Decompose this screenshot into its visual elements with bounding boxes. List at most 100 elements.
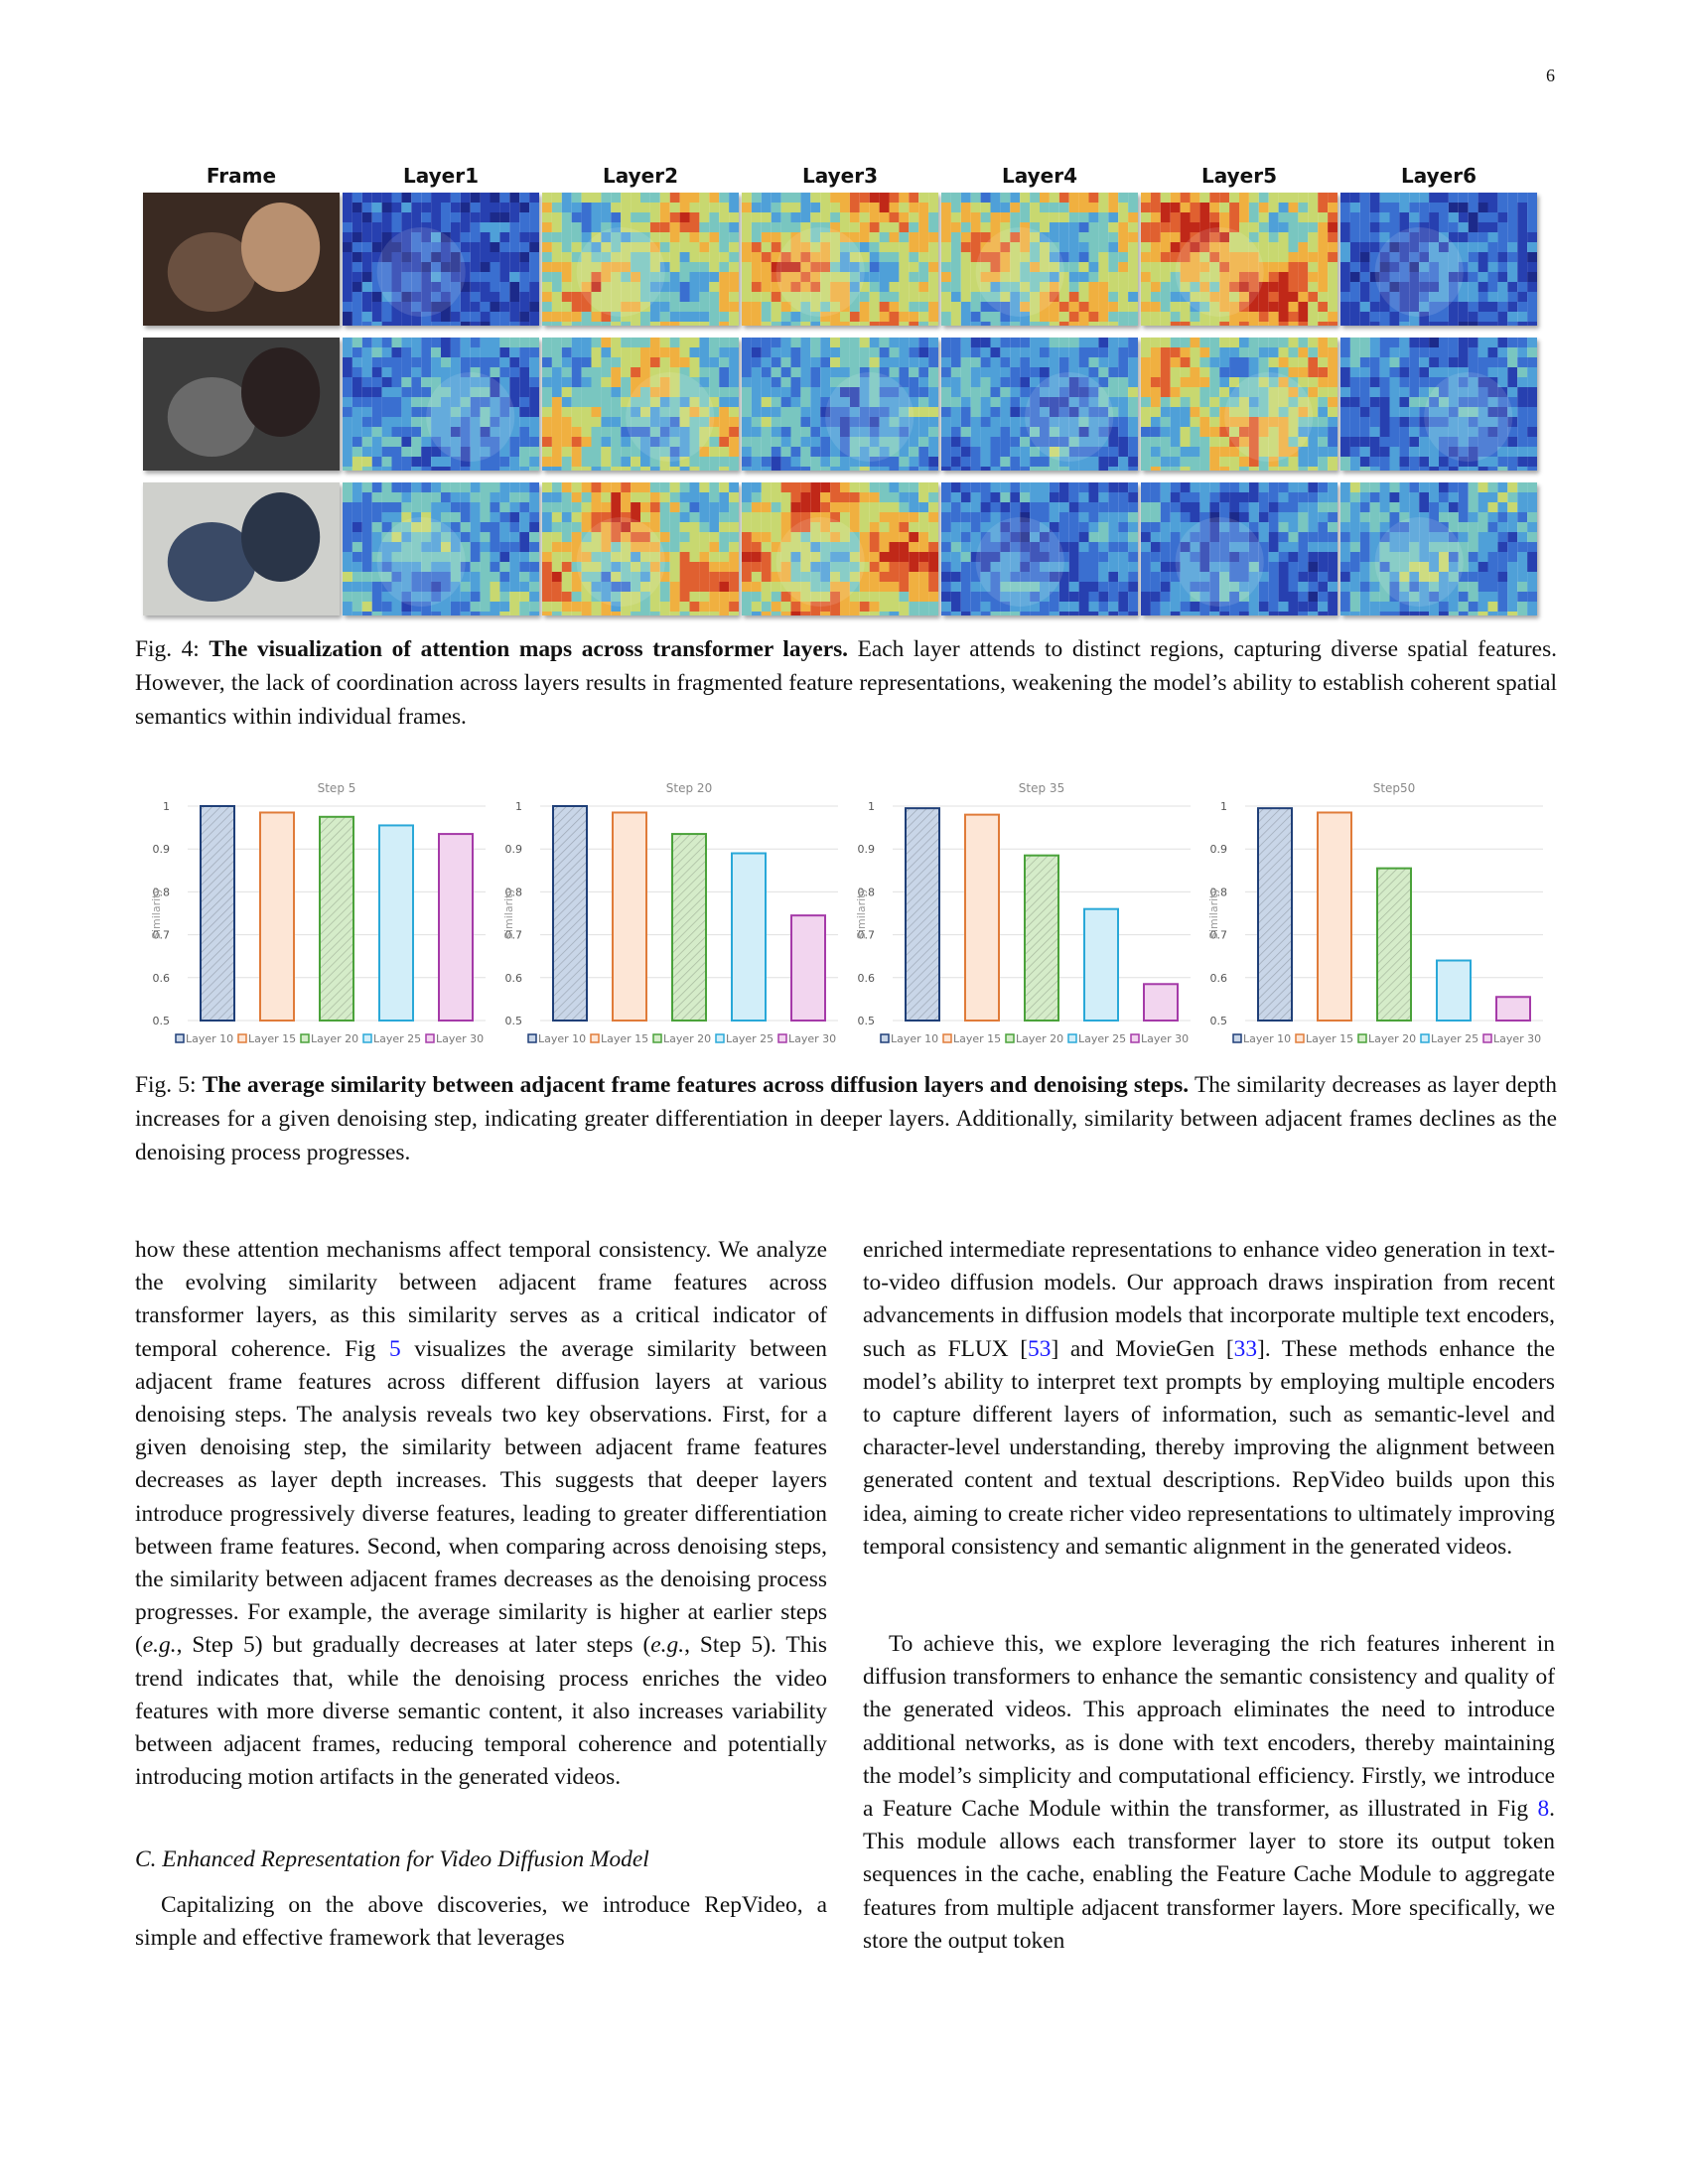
- text-run: , Step 5) but gradually decreases at lat…: [176, 1632, 651, 1659]
- y-tick-label: 0.9: [1210, 843, 1228, 856]
- legend-swatch: [1295, 1033, 1305, 1043]
- citation-link[interactable]: 33: [1233, 1335, 1258, 1362]
- legend-swatch: [237, 1033, 247, 1043]
- attention-map-image: [343, 193, 539, 326]
- section-heading: C. Enhanced Representation for Video Dif…: [135, 1846, 649, 1873]
- legend-swatch: [652, 1033, 662, 1043]
- page-number: 6: [1546, 66, 1555, 85]
- legend-swatch: [777, 1033, 787, 1043]
- legend-swatch: [880, 1033, 890, 1043]
- text-run: , Step 5). This trend indicates that, wh…: [135, 1632, 827, 1791]
- text-run: how these attention mechanisms affect te…: [135, 1237, 827, 1362]
- attention-map-image: [941, 338, 1138, 471]
- bar: [1084, 908, 1118, 1021]
- fig5-caption: Fig. 5: The average similarity between a…: [135, 1068, 1557, 1169]
- y-tick-label: 1: [163, 800, 170, 813]
- left-column: how these attention mechanisms affect te…: [135, 1234, 827, 1955]
- text-run: To achieve this, we explore leveraging t…: [863, 1631, 1555, 1823]
- bar-outline: [964, 813, 1000, 1022]
- bar-hatch: [553, 806, 587, 1021]
- chart-title: Step 20: [666, 781, 712, 795]
- fig4-caption-text: Each layer attends to distinct regions, …: [135, 636, 1558, 730]
- figure-reference-link[interactable]: 8: [1537, 1796, 1550, 1823]
- body-paragraph: enriched intermediate representations to…: [863, 1234, 1555, 1564]
- y-tick-label: 0.8: [153, 886, 171, 898]
- fig4-caption: Fig. 4: The visualization of attention m…: [135, 632, 1557, 734]
- y-axis-label: Similarity: [1207, 887, 1220, 939]
- text-run: visualizes the average similarity betwee…: [135, 1335, 828, 1659]
- legend-swatch: [942, 1033, 952, 1043]
- column-header-layer2: Layer2: [602, 164, 678, 188]
- bar-outline: [1495, 996, 1531, 1023]
- chart-title: Step 5: [318, 781, 356, 795]
- citation-link[interactable]: 53: [1028, 1335, 1052, 1362]
- y-tick-label: 1: [868, 800, 875, 813]
- legend-label: Layer 20: [311, 1032, 358, 1045]
- column-header-layer4: Layer4: [1001, 164, 1077, 188]
- y-tick-label: 0.8: [505, 886, 523, 898]
- legend-swatch: [1005, 1033, 1015, 1043]
- bar-outline: [1376, 867, 1412, 1022]
- bar-outline: [378, 824, 414, 1022]
- attention-image-grid: [143, 193, 1541, 615]
- right-column: enriched intermediate representations to…: [863, 1234, 1555, 1958]
- legend-swatch: [1130, 1033, 1140, 1043]
- legend-swatch: [300, 1033, 310, 1043]
- legend-swatch: [175, 1033, 185, 1043]
- column-header-layer6: Layer6: [1400, 164, 1477, 188]
- bar: [791, 915, 825, 1021]
- bar: [260, 812, 294, 1021]
- legend-swatch: [1067, 1033, 1077, 1043]
- body-paragraph: To achieve this, we explore leveraging t…: [863, 1628, 1555, 1958]
- attention-map-image: [1141, 193, 1337, 326]
- bar: [965, 814, 999, 1021]
- y-tick-label: 0.5: [1210, 1015, 1228, 1027]
- legend-label: Layer 20: [663, 1032, 711, 1045]
- y-tick-label: 0.6: [858, 972, 876, 985]
- similarity-bar-charts: Step 5 0.5 0.6 0.7 0.8 0.9 1 Similarity Layer 10…: [150, 781, 1543, 1045]
- text-run: . This module allows each transformer la…: [863, 1796, 1555, 1954]
- y-tick-label: 0.5: [505, 1015, 523, 1027]
- video-frame-image: [143, 338, 340, 471]
- attention-image-row: [143, 193, 1541, 326]
- attention-map-image: [941, 193, 1138, 326]
- attention-image-row: [143, 338, 1541, 471]
- legend-swatch: [590, 1033, 600, 1043]
- attention-map-image: [1141, 338, 1337, 471]
- video-frame-image: [143, 193, 340, 326]
- y-axis-label: Similarity: [855, 887, 868, 939]
- y-tick-label: 0.7: [1210, 929, 1228, 942]
- attention-map-image: [742, 193, 938, 326]
- attention-map-image: [742, 482, 938, 615]
- bar-outline: [790, 914, 826, 1022]
- attention-map-image: [542, 482, 739, 615]
- figure-reference-link[interactable]: 5: [388, 1335, 401, 1362]
- bar: [1437, 960, 1471, 1021]
- text-run-italic: e.g.: [650, 1632, 685, 1659]
- y-tick-label: 0.9: [505, 843, 523, 856]
- attention-map-image: [941, 482, 1138, 615]
- bar: [1144, 984, 1178, 1021]
- attention-map-image: [343, 338, 539, 471]
- legend-label: Layer 20: [1368, 1032, 1416, 1045]
- column-headers: Frame Layer1 Layer2 Layer3 Layer4 Layer5…: [143, 159, 1541, 193]
- legend-swatch: [1357, 1033, 1367, 1043]
- text-run: ] and MovieGen [: [1051, 1335, 1234, 1362]
- legend-label: Layer 30: [436, 1032, 484, 1045]
- legend-label: Layer 10: [186, 1032, 233, 1045]
- y-tick-label: 0.9: [858, 843, 876, 856]
- bar-outline: [1257, 807, 1293, 1022]
- legend-label: Layer 25: [373, 1032, 421, 1045]
- attention-map-image: [742, 338, 938, 471]
- y-tick-label: 0.5: [858, 1015, 876, 1027]
- y-tick-label: 0.7: [858, 929, 876, 942]
- fig4-caption-label: Fig. 4:: [135, 636, 200, 662]
- legend-label: Layer 10: [891, 1032, 938, 1045]
- legend-swatch: [715, 1033, 725, 1043]
- bar: [439, 834, 473, 1021]
- legend-label: Layer 15: [601, 1032, 648, 1045]
- bar-hatch: [1025, 855, 1058, 1021]
- bar: [1318, 812, 1351, 1021]
- bar-outline: [552, 805, 588, 1022]
- fig5-caption-label: Fig. 5:: [135, 1072, 197, 1098]
